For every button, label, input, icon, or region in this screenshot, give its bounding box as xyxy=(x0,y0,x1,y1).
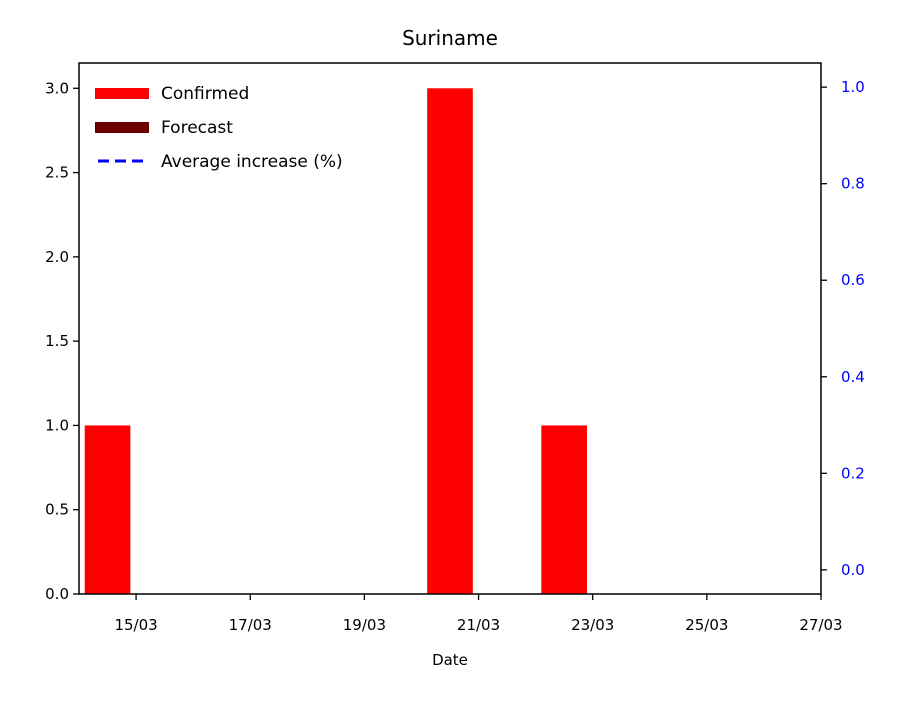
legend: Confirmed Forecast Average increase (%) xyxy=(95,84,343,172)
x-tick-label: 23/03 xyxy=(571,616,614,634)
y2-tick-label: 0.4 xyxy=(841,368,865,386)
x-axis-label: Date xyxy=(432,651,468,669)
x-tick-label: 27/03 xyxy=(799,616,842,634)
bar-confirmed-2 xyxy=(541,425,587,594)
x-tick-label: 17/03 xyxy=(229,616,272,634)
plot-frame xyxy=(78,62,822,595)
x-tick-label: 19/03 xyxy=(343,616,386,634)
x-tick-label: 25/03 xyxy=(685,616,728,634)
legend-label-forecast: Forecast xyxy=(161,118,233,138)
x-axis: 15/03 17/03 19/03 21/03 23/03 25/03 27/03 xyxy=(114,594,843,634)
bars-layer xyxy=(84,88,587,595)
bar-confirmed-1 xyxy=(427,88,473,595)
chart-title: Suriname xyxy=(402,26,498,50)
y2-tick-label: 1.0 xyxy=(841,78,865,96)
y2-tick-label: 0.0 xyxy=(841,561,865,579)
y2-tick-label: 0.2 xyxy=(841,464,865,482)
y-tick-label: 3.0 xyxy=(45,79,69,97)
y2-tick-label: 0.8 xyxy=(841,175,865,193)
y2-tick-label: 0.6 xyxy=(841,271,865,289)
y-axis-left: 0.0 0.5 1.0 1.5 2.0 2.5 3.0 xyxy=(45,79,79,603)
y-tick-label: 2.0 xyxy=(45,248,69,266)
legend-swatch-forecast xyxy=(95,122,149,133)
bar-confirmed-0 xyxy=(84,425,131,594)
y-axis-right: 0.0 0.2 0.4 0.6 0.8 1.0 xyxy=(821,78,865,579)
y-tick-label: 1.5 xyxy=(45,332,69,350)
x-tick-label: 15/03 xyxy=(114,616,157,634)
legend-label-confirmed: Confirmed xyxy=(161,84,249,104)
y-tick-label: 0.0 xyxy=(45,585,69,603)
y-tick-label: 0.5 xyxy=(45,501,69,519)
legend-swatch-confirmed xyxy=(95,88,149,99)
y-tick-label: 2.5 xyxy=(45,164,69,182)
x-tick-label: 21/03 xyxy=(457,616,500,634)
legend-label-average-increase: Average increase (%) xyxy=(161,152,343,172)
y-tick-label: 1.0 xyxy=(45,416,69,434)
